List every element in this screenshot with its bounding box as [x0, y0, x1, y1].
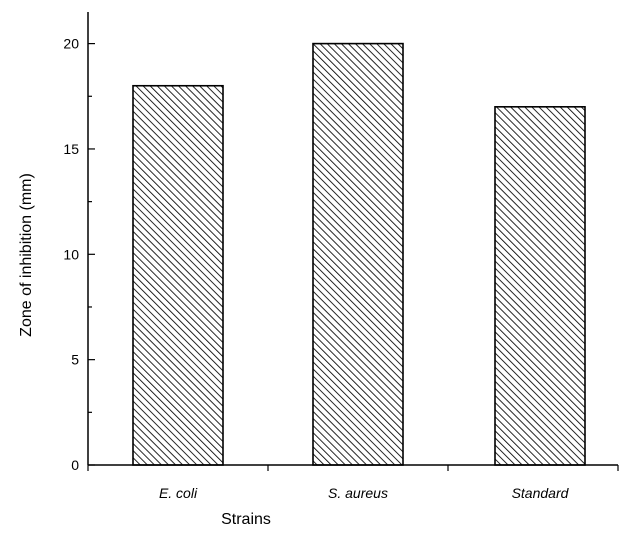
- y-tick-label-2: 10: [63, 246, 79, 262]
- y-tick-label-1: 5: [71, 352, 79, 368]
- bars: [132, 42, 586, 466]
- y-tick-label-0: 0: [71, 457, 79, 473]
- x-tick-label-2: Standard: [512, 485, 570, 501]
- y-axis-ticks: 0 5 10 15 20: [63, 36, 95, 473]
- bar-1: [312, 42, 404, 466]
- y-tick-label-4: 20: [63, 36, 79, 52]
- x-axis-title: Strains: [221, 511, 271, 528]
- bar-2: [494, 106, 586, 466]
- y-tick-label-3: 15: [63, 141, 79, 157]
- y-axis-title: Zone of inhibition (mm): [18, 173, 35, 337]
- bar-0: [132, 84, 224, 466]
- x-tick-label-0: E. coli: [159, 485, 198, 501]
- x-axis-ticks: E. coli S. aureus Standard: [87, 465, 619, 501]
- x-tick-label-1: S. aureus: [328, 485, 388, 501]
